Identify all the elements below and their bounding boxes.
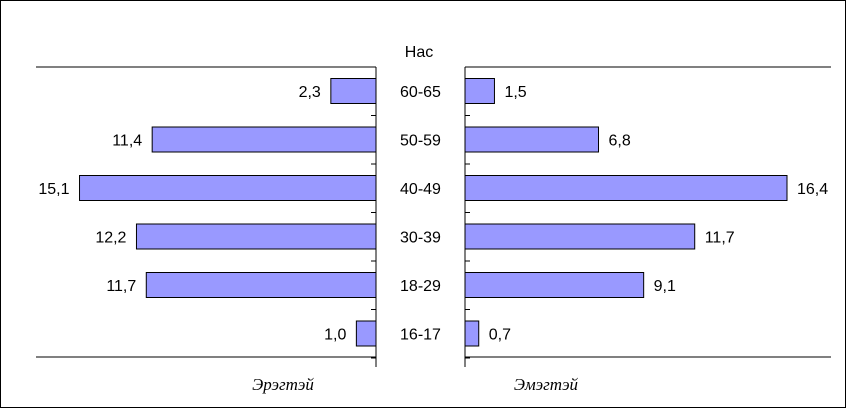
value-label-left: 2,3 [299, 84, 321, 101]
category-labels: 60-65 50-59 40-49 30-39 18-29 16-17 [400, 84, 441, 344]
bar-left [135, 223, 377, 250]
value-label-left: 1,0 [324, 327, 346, 344]
bar-right [464, 78, 495, 104]
bar-left [151, 126, 377, 153]
bar-left [79, 175, 377, 201]
value-label-right: 9,1 [654, 278, 676, 295]
value-label-right: 0,7 [489, 327, 511, 344]
value-label-left: 11,7 [106, 278, 136, 295]
bar-left [355, 320, 377, 347]
bar-right [464, 126, 600, 153]
value-label-right: 11,7 [705, 230, 735, 247]
legend-right-label: Эмэгтэй [514, 375, 579, 394]
value-label-left: 15,1 [38, 181, 69, 198]
value-label-left: 12,2 [95, 230, 126, 247]
bar-left [330, 78, 377, 104]
category-label: 30-39 [400, 230, 441, 247]
bar-left [145, 272, 377, 298]
value-label-right: 6,8 [609, 133, 631, 150]
legend-left-label: Эрэгтэй [252, 375, 314, 394]
category-label: 40-49 [400, 181, 441, 198]
category-label: 50-59 [400, 133, 441, 150]
axes [36, 66, 831, 367]
category-label: 60-65 [400, 84, 441, 101]
bar-right [464, 223, 696, 250]
category-label: 16-17 [400, 327, 441, 344]
value-labels: 2,3 1,5 11,4 6,8 15,1 16,4 12,2 11,7 11,7 9,1 1,0 0… [38, 84, 828, 344]
chart-title: Нас [405, 44, 433, 61]
category-label: 18-29 [400, 278, 441, 295]
value-label-left: 11,4 [112, 133, 142, 150]
value-label-right: 16,4 [797, 181, 828, 198]
bar-right [464, 175, 788, 201]
bars [79, 78, 788, 347]
value-label-right: 1,5 [504, 84, 526, 101]
bar-right [464, 272, 645, 298]
bar-right [464, 320, 480, 347]
